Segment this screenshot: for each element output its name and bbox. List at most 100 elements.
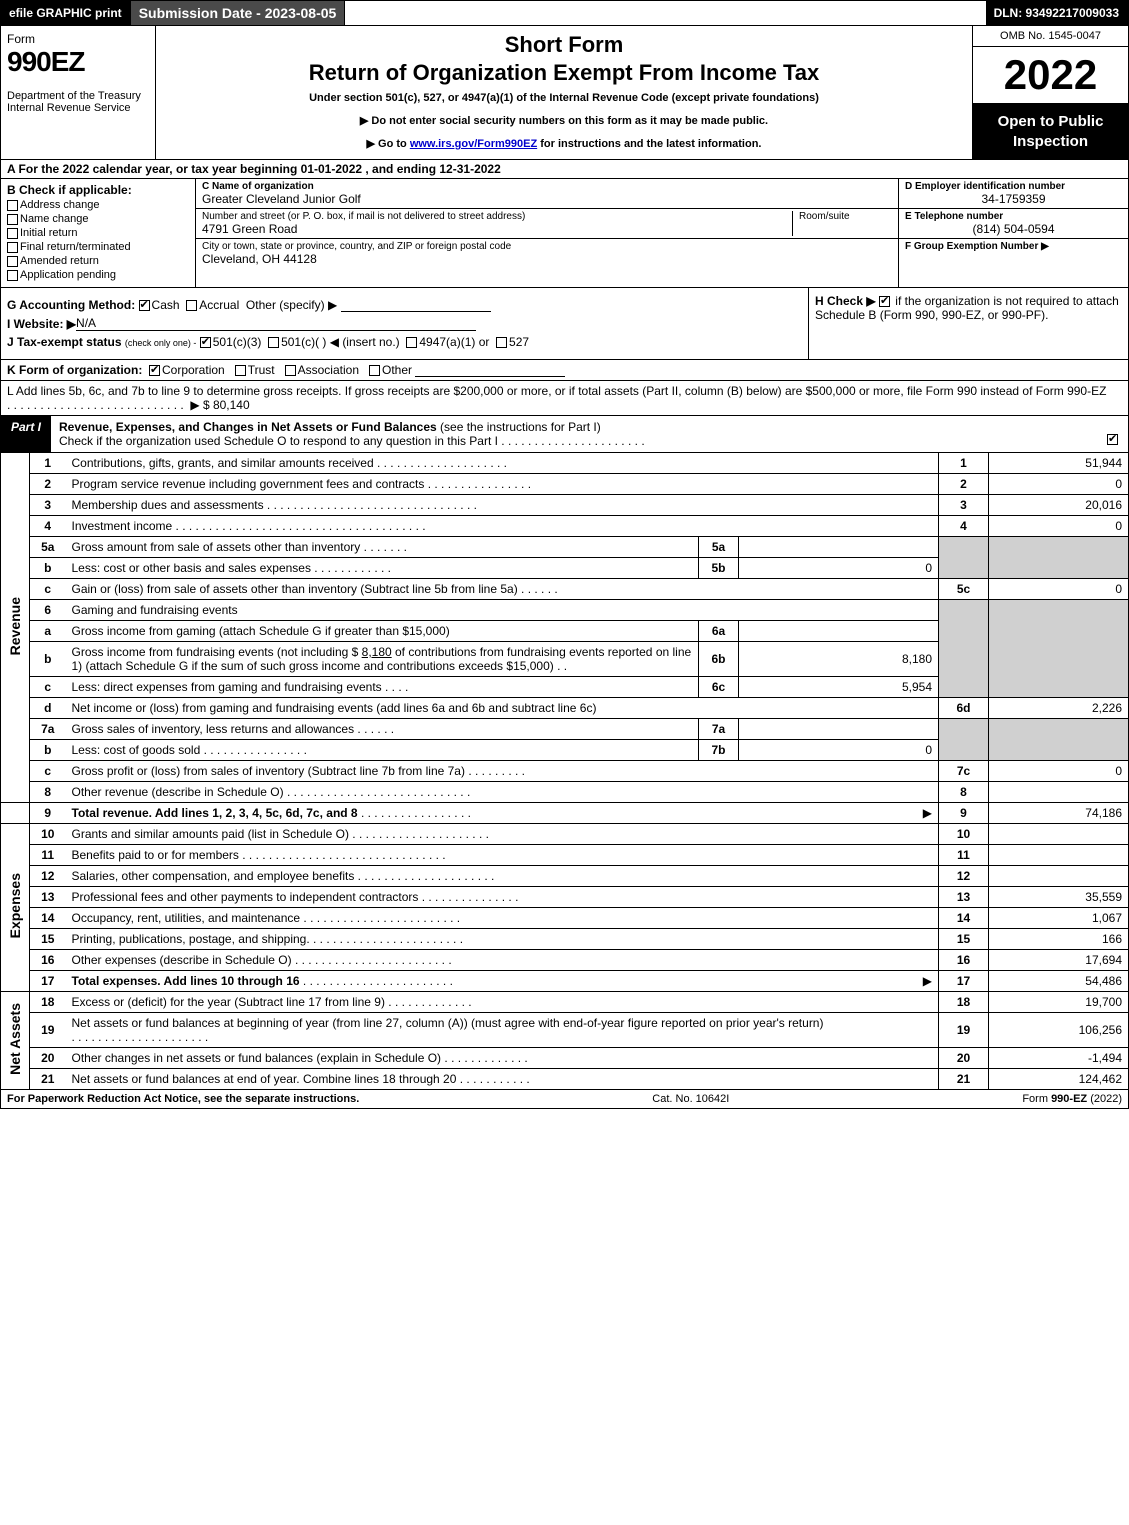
chk-accrual[interactable]	[186, 300, 197, 311]
tax-year: 2022	[973, 47, 1128, 104]
c-addr-label: Number and street (or P. O. box, if mail…	[202, 211, 792, 222]
chk-4947[interactable]	[406, 337, 417, 348]
main-table: Revenue 1 Contributions, gifts, grants, …	[0, 453, 1129, 1090]
line-g: G Accounting Method: Cash Accrual Other …	[7, 298, 802, 312]
footer-right: Form 990-EZ (2022)	[1022, 1093, 1122, 1105]
footer-left: For Paperwork Reduction Act Notice, see …	[7, 1093, 359, 1105]
c-name-label: C Name of organization	[202, 181, 892, 192]
top-bar: efile GRAPHIC print Submission Date - 20…	[0, 0, 1129, 26]
chk-other-org[interactable]	[369, 365, 380, 376]
chk-address-change[interactable]: Address change	[7, 199, 189, 211]
val-20: -1,494	[989, 1048, 1129, 1069]
chk-schedule-o[interactable]	[1107, 434, 1118, 445]
row-2: 2 Program service revenue including gove…	[1, 474, 1129, 495]
chk-initial-return[interactable]: Initial return	[7, 227, 189, 239]
line-j: J Tax-exempt status (check only one) - 5…	[7, 335, 802, 349]
row-5c: c Gain or (loss) from sale of assets oth…	[1, 579, 1129, 600]
irs-link[interactable]: www.irs.gov/Form990EZ	[410, 138, 537, 150]
val-16: 17,694	[989, 950, 1129, 971]
chk-cash[interactable]	[139, 300, 150, 311]
val-1: 51,944	[989, 453, 1129, 474]
row-8: 8 Other revenue (describe in Schedule O)…	[1, 782, 1129, 803]
e-phone-label: E Telephone number	[905, 211, 1122, 222]
d-ein-value: 34-1759359	[905, 192, 1122, 206]
f-group-label: F Group Exemption Number ▶	[905, 241, 1122, 252]
val-17: 54,486	[989, 971, 1129, 992]
row-13: 13 Professional fees and other payments …	[1, 887, 1129, 908]
row-9: 9 Total revenue. Add lines 1, 2, 3, 4, 5…	[1, 803, 1129, 824]
row-1: Revenue 1 Contributions, gifts, grants, …	[1, 453, 1129, 474]
short-form-title: Short Form	[162, 32, 966, 58]
submission-date-label: Submission Date - 2023-08-05	[131, 1, 346, 25]
val-19: 106,256	[989, 1013, 1129, 1048]
val-3: 20,016	[989, 495, 1129, 516]
row-17: 17 Total expenses. Add lines 10 through …	[1, 971, 1129, 992]
omb-number: OMB No. 1545-0047	[973, 26, 1128, 47]
note-ssn: ▶ Do not enter social security numbers o…	[162, 114, 966, 127]
section-c: C Name of organization Greater Cleveland…	[196, 179, 898, 287]
d-ein-label: D Employer identification number	[905, 181, 1122, 192]
vtab-netassets: Net Assets	[1, 992, 30, 1090]
chk-501c3[interactable]	[200, 337, 211, 348]
e-phone-value: (814) 504-0594	[905, 222, 1122, 236]
vtab-expenses: Expenses	[1, 824, 30, 992]
chk-h[interactable]	[879, 296, 890, 307]
line-i: I Website: ▶N/A	[7, 316, 802, 331]
part1-num: Part I	[1, 416, 51, 452]
val-9: 74,186	[989, 803, 1129, 824]
form-header: Form 990EZ Department of the Treasury In…	[0, 26, 1129, 160]
b-header: B Check if applicable:	[7, 183, 189, 197]
row-16: 16 Other expenses (describe in Schedule …	[1, 950, 1129, 971]
chk-trust[interactable]	[235, 365, 246, 376]
open-public-label: Open to Public Inspection	[973, 104, 1128, 159]
chk-final-return[interactable]: Final return/terminated	[7, 241, 189, 253]
val-21: 124,462	[989, 1069, 1129, 1090]
row-15: 15 Printing, publications, postage, and …	[1, 929, 1129, 950]
chk-name-change[interactable]: Name change	[7, 213, 189, 225]
val-5c: 0	[989, 579, 1129, 600]
val-11	[989, 845, 1129, 866]
row-7a: 7a Gross sales of inventory, less return…	[1, 719, 1129, 740]
line-a: A For the 2022 calendar year, or tax yea…	[0, 160, 1129, 179]
subtitle: Under section 501(c), 527, or 4947(a)(1)…	[162, 92, 966, 104]
row-21: 21 Net assets or fund balances at end of…	[1, 1069, 1129, 1090]
val-8	[989, 782, 1129, 803]
efile-print-label[interactable]: efile GRAPHIC print	[1, 1, 131, 25]
chk-corporation[interactable]	[149, 365, 160, 376]
c-city-label: City or town, state or province, country…	[202, 241, 892, 252]
header-left: Form 990EZ Department of the Treasury In…	[1, 26, 156, 159]
chk-527[interactable]	[496, 337, 507, 348]
c-city-value: Cleveland, OH 44128	[202, 252, 892, 266]
chk-501c[interactable]	[268, 337, 279, 348]
c-addr-value: 4791 Green Road	[202, 222, 792, 236]
dln-label: DLN: 93492217009033	[986, 1, 1128, 25]
row-14: 14 Occupancy, rent, utilities, and maint…	[1, 908, 1129, 929]
val-12	[989, 866, 1129, 887]
val-4: 0	[989, 516, 1129, 537]
header-center: Short Form Return of Organization Exempt…	[156, 26, 973, 159]
val-14: 1,067	[989, 908, 1129, 929]
footer-center: Cat. No. 10642I	[652, 1093, 729, 1105]
row-18: Net Assets 18 Excess or (deficit) for th…	[1, 992, 1129, 1013]
val-18: 19,700	[989, 992, 1129, 1013]
chk-association[interactable]	[285, 365, 296, 376]
val-15: 166	[989, 929, 1129, 950]
part1-title: Revenue, Expenses, and Changes in Net As…	[51, 416, 1128, 452]
val-10	[989, 824, 1129, 845]
row-5a: 5a Gross amount from sale of assets othe…	[1, 537, 1129, 558]
section-b: B Check if applicable: Address change Na…	[1, 179, 196, 287]
footer: For Paperwork Reduction Act Notice, see …	[0, 1090, 1129, 1109]
section-de: D Employer identification number 34-1759…	[898, 179, 1128, 287]
gh-left: G Accounting Method: Cash Accrual Other …	[1, 288, 808, 359]
return-title: Return of Organization Exempt From Incom…	[162, 60, 966, 86]
chk-amended-return[interactable]: Amended return	[7, 255, 189, 267]
row-4: 4 Investment income . . . . . . . . . . …	[1, 516, 1129, 537]
section-h: H Check ▶ if the organization is not req…	[808, 288, 1128, 359]
chk-application-pending[interactable]: Application pending	[7, 269, 189, 281]
val-6d: 2,226	[989, 698, 1129, 719]
row-3: 3 Membership dues and assessments . . . …	[1, 495, 1129, 516]
row-10: Expenses 10 Grants and similar amounts p…	[1, 824, 1129, 845]
section-bc: B Check if applicable: Address change Na…	[0, 179, 1129, 288]
row-19: 19 Net assets or fund balances at beginn…	[1, 1013, 1129, 1048]
val-2: 0	[989, 474, 1129, 495]
